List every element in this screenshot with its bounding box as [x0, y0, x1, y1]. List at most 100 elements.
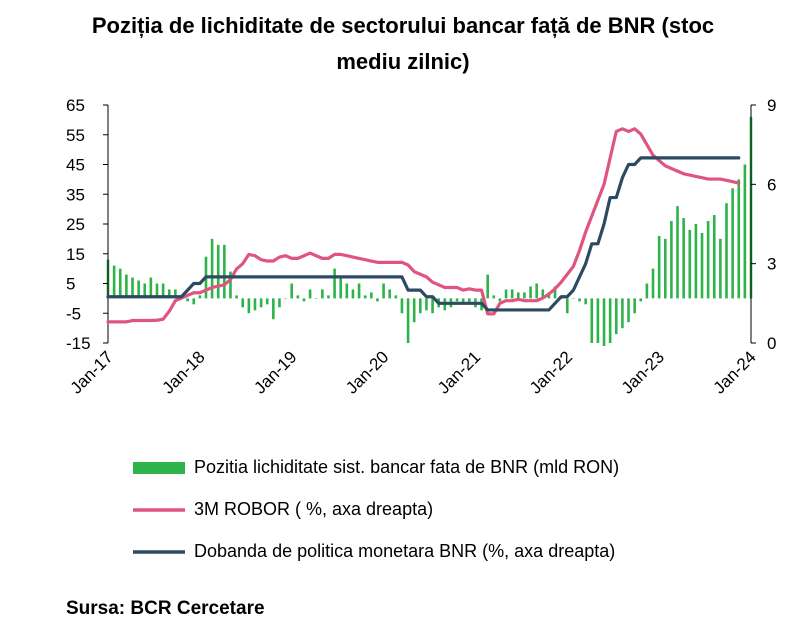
bar — [229, 271, 232, 299]
bar — [663, 238, 667, 299]
legend-swatch-bars-rect — [133, 462, 185, 474]
bar — [155, 283, 159, 299]
bar — [174, 289, 177, 299]
x-tick-label: Jan-23 — [618, 347, 668, 397]
bar — [382, 283, 385, 299]
bar — [572, 298, 575, 299]
bar — [498, 298, 502, 302]
bar — [125, 274, 128, 299]
bar — [278, 298, 281, 308]
bar — [590, 298, 594, 344]
bar — [657, 235, 661, 299]
bar — [523, 292, 526, 299]
bar — [333, 268, 336, 299]
bar — [149, 277, 153, 299]
policy-rate-line — [106, 156, 741, 312]
bar — [210, 238, 214, 299]
bar — [363, 295, 367, 299]
bar — [504, 289, 508, 299]
bar — [131, 277, 134, 299]
legend-swatch-bars — [133, 462, 185, 474]
bar — [719, 238, 722, 299]
x-tick-label: Jan-21 — [434, 347, 484, 397]
bar — [321, 289, 324, 299]
bar — [553, 286, 557, 299]
bar — [308, 289, 312, 299]
bars-layer — [106, 116, 753, 346]
bar — [357, 283, 361, 299]
bar — [651, 268, 655, 299]
bar — [682, 218, 685, 299]
left-tick-label: 65 — [66, 96, 85, 115]
combo-chart: -15 -5 5 15 25 35 45 55 65 0 3 6 9 Jan-17 Jan-18 Jan-19… — [66, 96, 776, 398]
x-tick-label: Jan-20 — [342, 347, 392, 397]
source-note: Sursa: BCR Cercetare — [66, 598, 265, 619]
robor-line — [106, 127, 741, 324]
left-tick-label: -5 — [66, 304, 81, 323]
bar — [535, 283, 538, 299]
bar — [370, 292, 373, 299]
bar — [161, 283, 165, 299]
legend-swatch-robor — [133, 508, 185, 512]
bar — [633, 298, 636, 314]
bar — [235, 295, 238, 299]
legend-label-robor: 3M ROBOR ( %, axa dreapta) — [194, 499, 434, 519]
bar — [327, 295, 330, 299]
legend-label-liquidity: Pozitia lichiditate sist. bancar fata de… — [194, 457, 620, 477]
x-tick-label: Jan-17 — [67, 347, 117, 397]
bar — [302, 298, 306, 302]
bar — [198, 295, 202, 299]
left-tick-label: 15 — [66, 245, 85, 264]
bar — [216, 244, 220, 299]
bar — [529, 286, 532, 299]
left-tick-label: 45 — [66, 156, 85, 175]
bar — [670, 221, 673, 299]
bar — [621, 298, 624, 329]
lines-layer — [106, 127, 741, 324]
bar — [431, 298, 434, 314]
chart-title: Poziția de lichiditate de sectorului ban… — [0, 8, 806, 80]
x-tick-label: Jan-18 — [158, 347, 208, 397]
chart-title-line-2: mediu zilnic) — [336, 49, 470, 74]
bar — [186, 298, 189, 302]
bar — [143, 283, 147, 299]
bar — [596, 298, 600, 344]
bar — [584, 298, 587, 305]
bar — [565, 298, 569, 314]
bar — [486, 274, 489, 299]
bar — [425, 298, 428, 311]
bar — [223, 244, 226, 299]
left-tick-label: 25 — [66, 215, 85, 234]
bar — [455, 298, 459, 302]
bar — [241, 298, 245, 308]
bar — [694, 224, 698, 299]
bar — [614, 298, 618, 335]
bar — [731, 188, 734, 299]
left-tick-label: 35 — [66, 185, 85, 204]
bar — [259, 298, 263, 308]
legend-swatch-policy — [133, 550, 185, 554]
bar — [639, 298, 643, 302]
left-tick-label: 5 — [66, 275, 75, 294]
bar — [706, 221, 710, 299]
bar — [700, 232, 704, 299]
bar — [247, 298, 251, 314]
bar — [541, 289, 545, 299]
bar — [284, 298, 287, 299]
bar — [419, 298, 422, 314]
x-tick-label: Jan-22 — [526, 347, 576, 397]
bar — [253, 298, 257, 311]
axes — [103, 104, 756, 344]
bar — [167, 289, 171, 299]
right-tick-label: 6 — [767, 175, 776, 194]
right-tick-label: 3 — [767, 255, 776, 274]
bar — [137, 280, 140, 299]
bar — [394, 295, 398, 299]
tick-labels: -15 -5 5 15 25 35 45 55 65 0 3 6 9 Jan-17 Jan-18 Jan-19… — [66, 96, 776, 398]
bar — [517, 292, 520, 299]
bar — [688, 229, 692, 299]
bar — [400, 298, 404, 314]
bar — [461, 298, 465, 305]
chart-title-line-1: Poziția de lichiditate de sectorului ban… — [91, 13, 715, 38]
bar — [492, 295, 496, 299]
